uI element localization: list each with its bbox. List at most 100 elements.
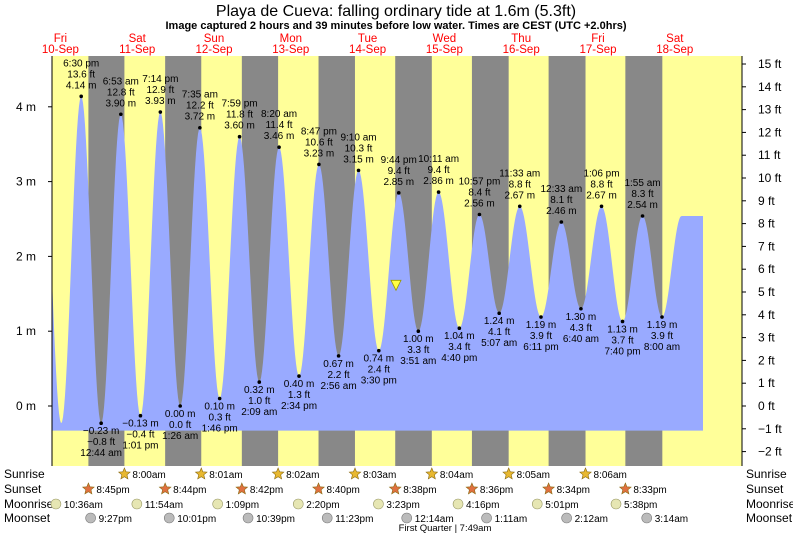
tide-time: 7:35 am bbox=[182, 90, 218, 101]
tide-extreme-dot bbox=[599, 204, 604, 209]
sunrise-star-icon bbox=[425, 467, 439, 480]
moonset-circle-icon bbox=[85, 512, 96, 524]
tide-time: 9:10 am bbox=[340, 132, 376, 143]
right-tick-label: 9 ft bbox=[758, 194, 775, 208]
tide-time: 7:40 pm bbox=[604, 346, 640, 357]
tide-height-ft: 0.3 ft bbox=[209, 413, 231, 424]
chart-subtitle: Image captured 2 hours and 39 minutes be… bbox=[165, 20, 626, 32]
tide-time: 1:06 pm bbox=[583, 168, 619, 179]
tide-extreme-dot bbox=[257, 380, 262, 384]
tide-height-m: 3.46 m bbox=[264, 131, 295, 142]
tide-height-m: 3.15 m bbox=[343, 154, 374, 165]
tide-height-m: −0.23 m bbox=[83, 426, 119, 437]
tide-time: 10:57 pm bbox=[459, 177, 501, 188]
right-tick-label: 14 ft bbox=[758, 80, 782, 94]
tide-time: 7:14 pm bbox=[142, 74, 178, 85]
tide-extreme-dot bbox=[79, 94, 83, 99]
tide-height-m: 1.00 m bbox=[403, 334, 434, 345]
moonset-circle-icon bbox=[641, 512, 653, 524]
day-name: Sat bbox=[666, 33, 684, 45]
right-tick-label: 1 ft bbox=[758, 376, 775, 390]
row-event-time: 2:20pm bbox=[306, 500, 339, 511]
right-tick-label: 4 ft bbox=[758, 308, 775, 322]
tide-height-ft: 11.8 ft bbox=[226, 110, 253, 121]
left-tick-label: 3 m bbox=[16, 175, 36, 189]
row-event-time: 8:44pm bbox=[173, 485, 206, 496]
left-axis: 0 m 1 m 2 m 3 m 4 m bbox=[16, 56, 53, 466]
tide-height-ft: 12.2 ft bbox=[186, 101, 214, 112]
tide-extreme-dot bbox=[119, 112, 123, 117]
row-label-left: Sunset bbox=[4, 482, 42, 496]
tide-time: 2:56 am bbox=[321, 381, 357, 392]
tide-height-ft: 11.4 ft bbox=[266, 120, 293, 131]
tide-extreme-dot bbox=[198, 125, 202, 130]
row-label-right: Sunset bbox=[746, 482, 784, 496]
tide-extreme-dot bbox=[377, 348, 381, 353]
sunset-star-icon bbox=[542, 482, 556, 495]
tide-time: 12:33 am bbox=[541, 184, 583, 195]
tide-height-m: 4.14 m bbox=[66, 80, 97, 91]
tide-height-m: 2.56 m bbox=[464, 199, 495, 210]
day-date: 15-Sep bbox=[426, 44, 463, 56]
moonrise-circle-icon bbox=[292, 498, 304, 510]
tide-extreme-dot bbox=[559, 220, 564, 224]
moonset-circle-icon bbox=[561, 512, 572, 524]
sunset-star-icon bbox=[618, 482, 632, 495]
tide-height-m: 3.23 m bbox=[304, 148, 335, 159]
tide-height-m: 0.74 m bbox=[364, 354, 395, 365]
tide-time: 11:33 am bbox=[499, 168, 540, 179]
tide-time: 7:59 pm bbox=[221, 99, 257, 110]
tide-height-m: 1.30 m bbox=[566, 312, 597, 323]
tide-height-m: 1.13 m bbox=[607, 324, 638, 335]
left-tick-label: 2 m bbox=[16, 249, 36, 263]
tide-time: 1:46 pm bbox=[202, 424, 238, 435]
right-tick-label: 7 ft bbox=[758, 239, 775, 253]
tide-height-m: 1.24 m bbox=[484, 316, 515, 327]
row-label-left: Moonrise bbox=[4, 497, 54, 511]
tide-extreme-dot bbox=[297, 374, 301, 378]
tide-extreme-dot bbox=[579, 306, 583, 311]
tide-time: 12:44 am bbox=[80, 448, 122, 459]
row-event-time: 8:03am bbox=[363, 470, 396, 481]
right-tick-label: 0 ft bbox=[758, 399, 775, 413]
row-event-time: 10:39pm bbox=[256, 514, 295, 525]
tide-height-ft: 10.3 ft bbox=[345, 143, 373, 154]
right-axis: −2 ft −1 ft 0 ft 1 ft 2 ft 3 ft 4 ft 5 ft 6 ft 7 … bbox=[741, 56, 782, 466]
moonset-circle-icon bbox=[481, 512, 492, 524]
day-name: Fri bbox=[591, 33, 604, 45]
row-event-time: 10:36am bbox=[64, 500, 103, 511]
moonrise-circle-icon bbox=[610, 498, 622, 510]
tide-height-m: 2.54 m bbox=[627, 200, 658, 211]
right-tick-label: 5 ft bbox=[758, 285, 775, 299]
tide-extreme-dot bbox=[237, 134, 242, 139]
tide-time: 3:30 pm bbox=[361, 376, 397, 387]
tide-height-ft: 1.3 ft bbox=[288, 390, 310, 401]
moonrise-circle-icon bbox=[531, 498, 543, 510]
tide-extreme-dot bbox=[178, 404, 182, 408]
tide-height-m: 1.19 m bbox=[526, 320, 557, 331]
tide-height-ft: 3.9 ft bbox=[651, 331, 673, 342]
tide-height-m: 0.00 m bbox=[165, 409, 196, 420]
moonrise-circle-icon bbox=[212, 498, 223, 510]
row-event-time: 8:38pm bbox=[403, 485, 436, 496]
tide-height-m: 2.67 m bbox=[586, 190, 617, 201]
row-event-time: 9:27pm bbox=[99, 514, 132, 525]
tide-time: 2:34 pm bbox=[281, 401, 317, 412]
day-headers: Fri10-SepSat11-SepSun12-SepMon13-SepTue1… bbox=[42, 33, 693, 56]
tide-height-m: 2.85 m bbox=[383, 177, 414, 188]
tide-area bbox=[52, 96, 703, 431]
tide-height-m: 2.86 m bbox=[423, 176, 454, 187]
row-event-time: 4:16pm bbox=[466, 500, 499, 511]
tide-height-ft: 3.7 ft bbox=[611, 335, 633, 346]
tide-height-m: 0.32 m bbox=[244, 385, 275, 396]
tide-height-ft: 8.8 ft bbox=[590, 179, 612, 190]
row-event-time: 8:05am bbox=[517, 470, 550, 481]
tide-height-ft: 10.6 ft bbox=[305, 137, 333, 148]
tide-height-m: 0.40 m bbox=[284, 379, 315, 390]
moonset-circle-icon bbox=[163, 512, 175, 524]
sunset-star-icon bbox=[235, 482, 249, 495]
tide-height-m: 1.19 m bbox=[647, 320, 678, 331]
moonset-circle-icon bbox=[401, 512, 413, 524]
tide-height-m: 2.67 m bbox=[504, 190, 535, 201]
